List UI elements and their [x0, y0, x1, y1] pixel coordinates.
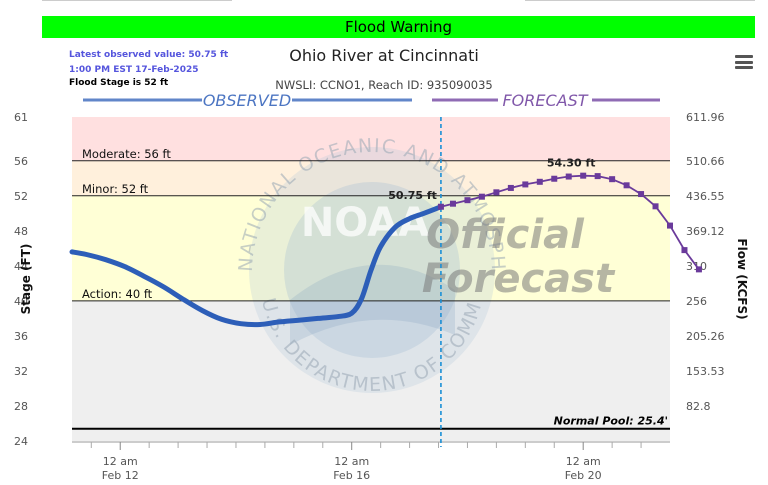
- y2-tick-label: 510.66: [686, 155, 725, 168]
- forecast-point: [536, 178, 543, 185]
- y2-tick-label: 611.96: [686, 111, 725, 124]
- y2-tick-label: 256: [686, 295, 707, 308]
- forecast-point: [478, 193, 485, 200]
- menu-bar: [735, 55, 753, 58]
- menu-bar: [735, 60, 753, 64]
- y-tick-label: 36: [14, 330, 28, 343]
- y-tick-label: 24: [14, 435, 28, 448]
- forecast-point: [493, 189, 500, 196]
- forecast-point: [551, 175, 558, 182]
- watermark-forecast-text: Forecast: [422, 256, 616, 302]
- x-tick-date-label: Feb 20: [565, 469, 602, 482]
- y-tick-label: 56: [14, 155, 28, 168]
- observed-section-label: OBSERVED: [203, 91, 291, 110]
- forecast-point: [667, 222, 673, 229]
- forecast-point: [609, 176, 616, 183]
- chart-title: Ohio River at Cincinnati: [289, 46, 479, 65]
- top-divider-left: [42, 0, 232, 1]
- y2-tick-label: 153.53: [686, 365, 725, 378]
- y-tick-label: 40: [14, 295, 28, 308]
- normal-pool-label: Normal Pool: 25.4': [554, 415, 668, 428]
- forecast-point: [638, 191, 645, 198]
- stage-band-2: [72, 195, 670, 301]
- y2-axis-title: Flow (KCFS): [735, 238, 749, 319]
- y2-tick-label: 369.12: [686, 225, 725, 238]
- latest-observed-info: Latest observed value: 50.75 ft 1:00 PM …: [69, 48, 228, 78]
- forecast-point: [652, 203, 659, 210]
- threshold-label: Minor: 52 ft: [82, 182, 149, 196]
- forecast-point: [681, 247, 688, 254]
- y2-tick-label: 205.26: [686, 330, 725, 343]
- observed-last-value-label: 50.75 ft: [388, 189, 437, 202]
- forecast-point: [522, 181, 529, 188]
- hamburger-menu-icon[interactable]: [735, 55, 753, 69]
- chart-subtitle: NWSLI: CCNO1, Reach ID: 935090035: [275, 78, 493, 92]
- flood-stage-note: Flood Stage is 52 ft: [69, 78, 169, 88]
- top-divider-right: [525, 0, 755, 1]
- y-tick-label: 61: [14, 111, 28, 124]
- forecast-point: [623, 182, 630, 189]
- y2-tick-label: 82.8: [686, 400, 711, 413]
- y-tick-label: 48: [14, 225, 28, 238]
- x-tick-date-label: Feb 12: [102, 469, 139, 482]
- x-tick-date-label: Feb 16: [333, 469, 370, 482]
- x-tick-time-label: 12 am: [103, 455, 138, 468]
- watermark-official-text: Official: [426, 212, 585, 258]
- watermark-gull-shape: [290, 264, 455, 345]
- latest-observed-time: 1:00 PM EST 17-Feb-2025: [69, 65, 199, 75]
- watermark-logo-text: NOAA: [301, 200, 429, 246]
- menu-bar: [735, 66, 753, 69]
- forecast-point: [507, 184, 514, 191]
- x-tick-time-label: 12 am: [566, 455, 601, 468]
- observed-series-line: [69, 204, 444, 328]
- y2-tick-label: 436.55: [686, 190, 725, 203]
- y-tick-label: 32: [14, 365, 28, 378]
- y-axis-title: Stage (FT): [19, 244, 33, 315]
- forecast-peak-label: 54.30 ft: [547, 157, 596, 170]
- y-tick-label: 44: [14, 260, 28, 273]
- forecast-section-label: FORECAST: [502, 91, 588, 110]
- forecast-point: [449, 200, 456, 207]
- forecast-point: [437, 203, 444, 210]
- x-tick-time-label: 12 am: [334, 455, 369, 468]
- forecast-point: [594, 173, 601, 180]
- threshold-label: Action: 40 ft: [82, 287, 153, 301]
- threshold-label: Moderate: 56 ft: [82, 147, 171, 161]
- latest-observed-value: Latest observed value: 50.75 ft: [69, 50, 229, 60]
- y-tick-label: 28: [14, 400, 28, 413]
- forecast-point: [695, 266, 702, 273]
- forecast-point: [565, 173, 572, 180]
- forecast-point: [580, 172, 587, 179]
- stage-band-0: [72, 117, 670, 161]
- y-tick-label: 52: [14, 190, 28, 203]
- flood-warning-banner: Flood Warning: [42, 16, 755, 38]
- stage-band-3: [72, 300, 670, 441]
- forecast-point: [464, 197, 471, 204]
